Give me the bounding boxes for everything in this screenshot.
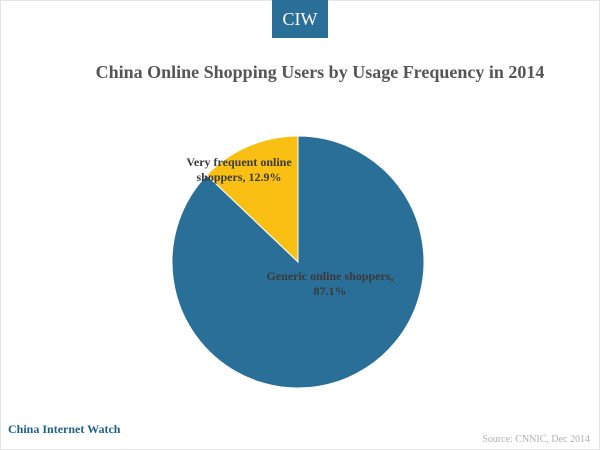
footer-brand: China Internet Watch — [8, 422, 121, 436]
slice-label-very-frequent: Very frequent online shoppers, 12.9% — [186, 155, 292, 184]
slice-label-generic: Generic online shoppers, 87.1% — [266, 269, 393, 298]
source-note: Source: CNNIC, Dec 2014 — [482, 434, 590, 445]
brand-badge: CIW — [272, 0, 328, 38]
pie-slice-very-frequent — [205, 135, 299, 264]
chart-title: China Online Shopping Users by Usage Fre… — [95, 62, 545, 82]
pie-slice-generic — [171, 135, 425, 389]
